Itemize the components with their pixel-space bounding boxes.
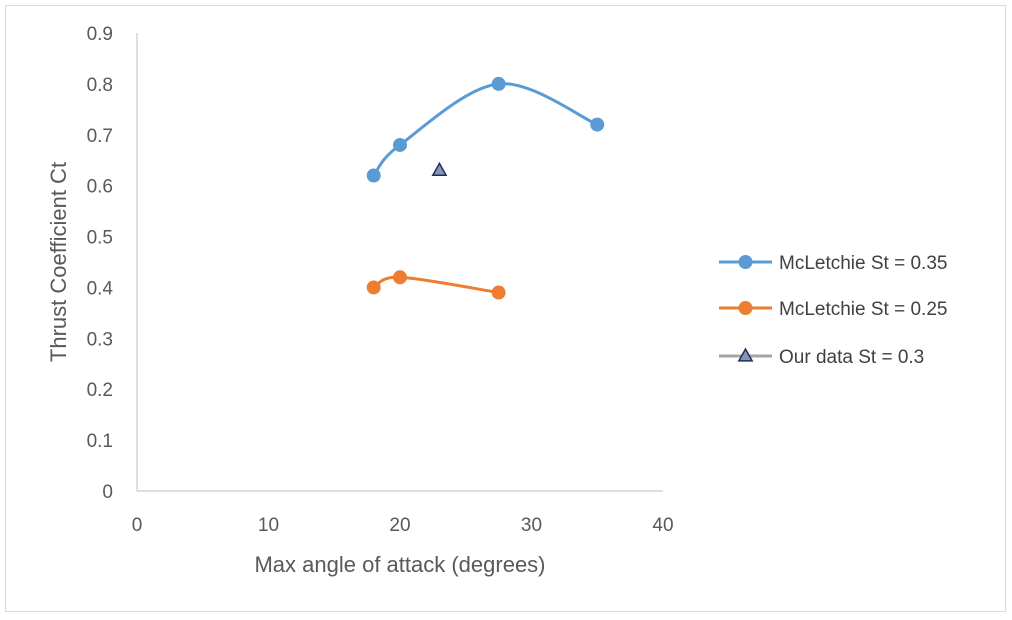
y-tick-label: 0.9 [87, 24, 113, 45]
x-tick-label: 0 [132, 515, 143, 536]
legend-marker [737, 347, 754, 362]
data-point [393, 270, 407, 285]
x-tick-label: 40 [652, 515, 673, 536]
legend-item: Our data St = 0.3 [719, 347, 924, 368]
data-point [491, 76, 506, 91]
y-tick-label: 0.1 [87, 431, 113, 452]
data-point [431, 161, 448, 177]
y-tick-label: 0.4 [87, 278, 114, 299]
x-tick-labels: 0 10 20 30 40 [132, 515, 674, 536]
y-tick-label: 0.8 [87, 75, 113, 96]
y-axis-title: Thrust Coefficient Ct [46, 162, 71, 362]
legend-label: Our data St = 0.3 [779, 347, 924, 368]
x-tick-label: 20 [389, 515, 410, 536]
x-axis-title: Max angle of attack (degrees) [254, 552, 545, 577]
legend-item: McLetchie St = 0.35 [719, 253, 947, 274]
series-line [372, 82, 599, 177]
legend-item: McLetchie St = 0.25 [719, 299, 947, 320]
y-tick-label: 0.6 [87, 177, 113, 198]
data-point [366, 280, 381, 295]
data-point [491, 285, 506, 300]
series-3 [431, 161, 448, 177]
legend: McLetchie St = 0.35 McLetchie St = 0.25 Ou… [719, 253, 947, 368]
y-tick-labels: 0 0.1 0.2 0.3 0.4 0.5 0.6 0.7 0.8 0.9 [87, 24, 114, 503]
series-line [372, 275, 501, 295]
y-tick-label: 0 [102, 482, 113, 503]
series-2 [366, 270, 506, 300]
y-tick-label: 0.3 [87, 329, 113, 350]
data-point [366, 168, 381, 183]
y-tick-label: 0.5 [87, 228, 113, 249]
x-tick-label: 10 [258, 515, 279, 536]
data-point [590, 117, 605, 132]
legend-marker [738, 301, 753, 315]
chart-frame [5, 5, 1006, 612]
legend-marker [738, 255, 753, 269]
legend-label: McLetchie St = 0.25 [779, 299, 947, 320]
x-tick-label: 30 [521, 515, 542, 536]
series-1 [366, 76, 605, 183]
y-tick-label: 0.7 [87, 126, 113, 147]
data-point [393, 137, 407, 152]
axes [136, 33, 663, 492]
legend-label: McLetchie St = 0.35 [779, 253, 947, 274]
series-layer [366, 76, 605, 300]
y-tick-label: 0.2 [87, 380, 113, 401]
